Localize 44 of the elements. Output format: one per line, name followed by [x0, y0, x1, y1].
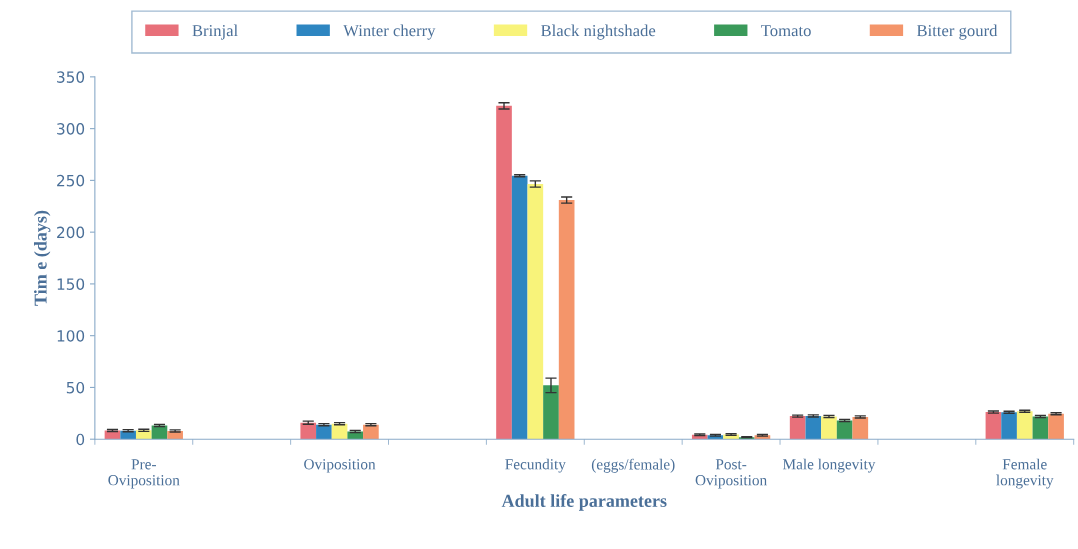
bar — [1048, 413, 1064, 440]
x-tick-label: Female longevity — [996, 458, 1054, 489]
legend-label: Black nightshade — [541, 24, 656, 40]
bar — [120, 430, 136, 440]
bar — [511, 175, 528, 440]
bar — [363, 424, 379, 440]
bar — [527, 184, 544, 440]
bar — [496, 105, 512, 440]
legend-label: Tomato — [761, 25, 811, 37]
x-tick-label: Fecundity — [505, 458, 566, 473]
bar — [805, 415, 822, 440]
legend-label: Winter cherry — [343, 24, 436, 40]
bar — [347, 431, 364, 440]
y-tick-label: 50 — [66, 381, 85, 394]
y-tick-label: 350 — [57, 71, 85, 83]
x-tick-label: Male longevity — [782, 458, 876, 473]
legend-label: Bitter gourd — [916, 24, 998, 40]
bar — [985, 412, 1002, 440]
x-tick-label: Post- Oviposition — [695, 459, 767, 489]
bar — [135, 430, 152, 440]
y-axis-title: Tim e (days) — [34, 210, 51, 306]
y-tick-label: 250 — [57, 174, 85, 187]
bar — [1001, 412, 1017, 440]
bar — [852, 416, 869, 440]
bar — [1032, 416, 1049, 440]
bar — [836, 420, 853, 440]
y-tick-label: 200 — [57, 226, 85, 239]
y-tick-label: 300 — [57, 123, 85, 135]
bar — [300, 422, 317, 440]
bar — [1016, 411, 1033, 440]
x-axis-title: Adult life parameters — [501, 494, 667, 511]
x-tick-label: (eggs/female) — [591, 458, 675, 473]
y-tick-label: 100 — [57, 330, 85, 342]
y-tick-label: 0 — [76, 433, 85, 446]
y-tick-label: 150 — [57, 278, 85, 290]
x-tick-label: Pre- Oviposition — [108, 459, 180, 489]
bar — [331, 423, 348, 440]
legend-label: Brinjal — [192, 24, 238, 40]
bar — [316, 424, 332, 440]
bar — [789, 416, 806, 440]
bar — [558, 200, 575, 440]
x-tick-label: Oviposition — [304, 459, 376, 473]
bar — [821, 416, 837, 440]
bar — [543, 385, 559, 440]
